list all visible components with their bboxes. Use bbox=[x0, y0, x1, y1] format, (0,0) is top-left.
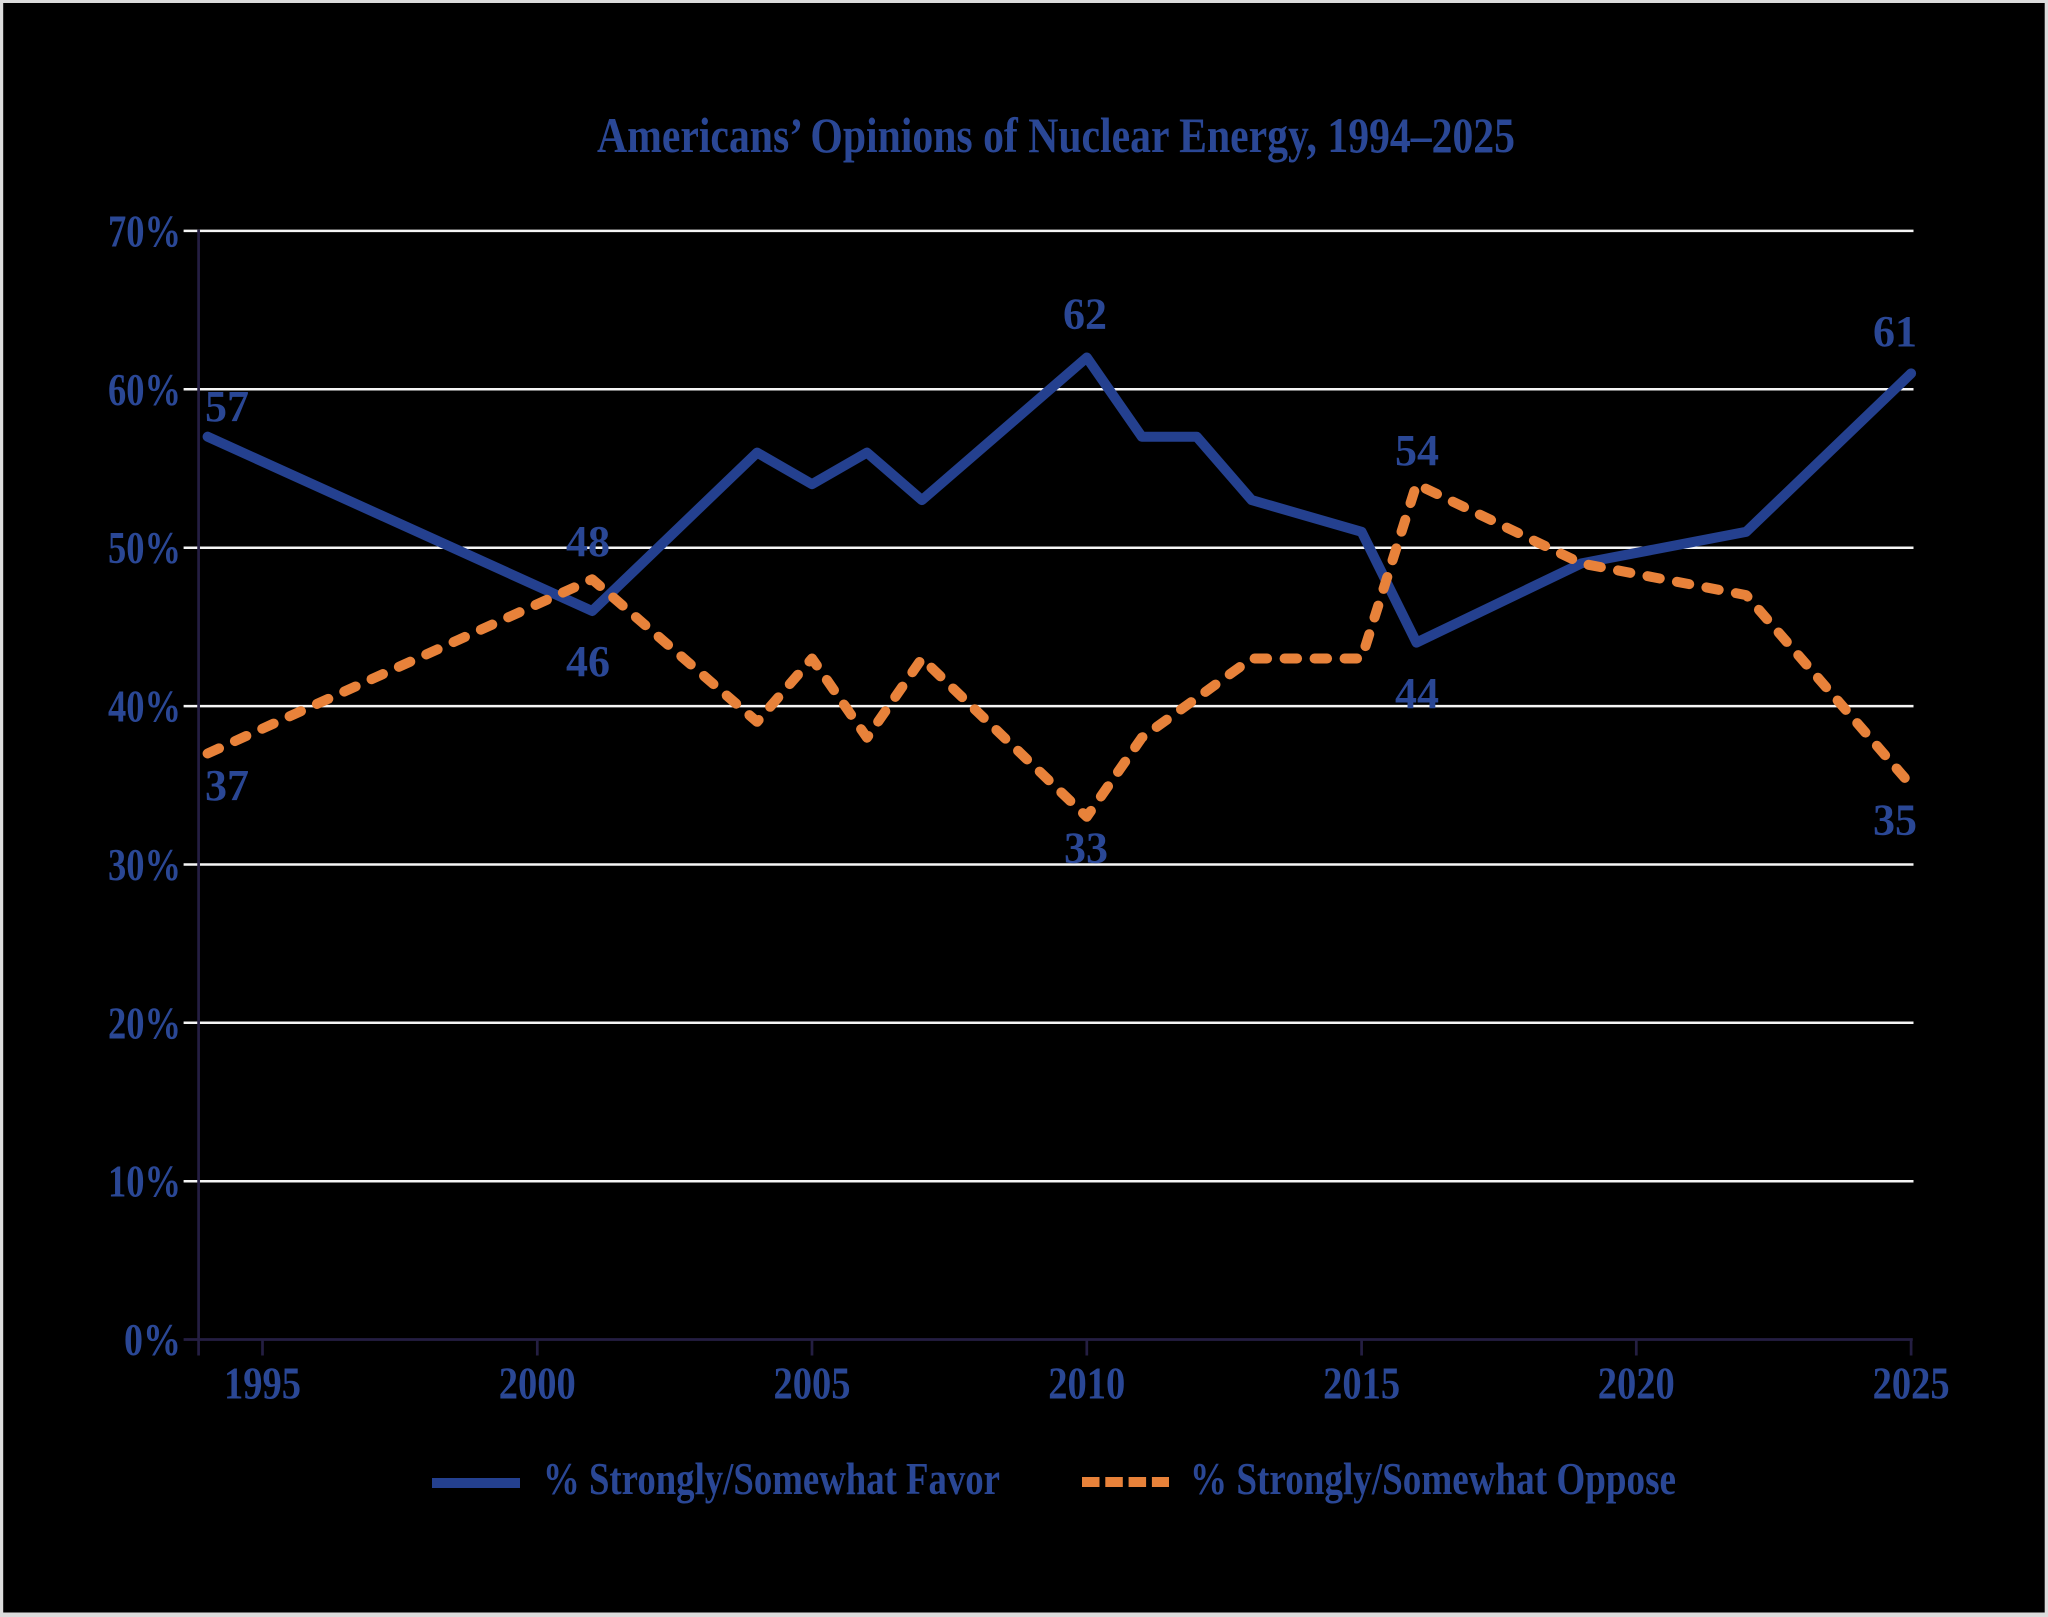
svg-text:50%: 50% bbox=[108, 523, 181, 573]
svg-text:46: 46 bbox=[566, 637, 610, 686]
svg-text:44: 44 bbox=[1395, 669, 1439, 718]
svg-text:61: 61 bbox=[1873, 307, 1917, 356]
svg-text:37: 37 bbox=[205, 761, 249, 810]
svg-text:60%: 60% bbox=[108, 365, 181, 415]
svg-text:33: 33 bbox=[1064, 823, 1108, 872]
svg-text:2005: 2005 bbox=[774, 1359, 851, 1409]
svg-text:54: 54 bbox=[1395, 426, 1439, 475]
svg-text:48: 48 bbox=[566, 517, 610, 566]
svg-text:20%: 20% bbox=[108, 998, 181, 1048]
svg-text:Americans’ Opinions of Nuclear: Americans’ Opinions of Nuclear Energy, 1… bbox=[597, 107, 1515, 163]
svg-text:2010: 2010 bbox=[1048, 1359, 1125, 1409]
svg-text:0%: 0% bbox=[124, 1315, 181, 1365]
svg-text:2015: 2015 bbox=[1323, 1359, 1400, 1409]
svg-text:62: 62 bbox=[1063, 290, 1107, 339]
svg-text:10%: 10% bbox=[108, 1157, 181, 1207]
svg-text:% Strongly/Somewhat Favor: % Strongly/Somewhat Favor bbox=[543, 1453, 1000, 1504]
svg-text:40%: 40% bbox=[108, 682, 181, 732]
svg-text:2000: 2000 bbox=[499, 1359, 576, 1409]
svg-text:35: 35 bbox=[1873, 795, 1917, 844]
svg-text:2025: 2025 bbox=[1873, 1359, 1950, 1409]
svg-text:30%: 30% bbox=[108, 840, 181, 890]
svg-text:1995: 1995 bbox=[224, 1359, 301, 1409]
svg-text:2020: 2020 bbox=[1598, 1359, 1675, 1409]
svg-text:% Strongly/Somewhat Oppose: % Strongly/Somewhat Oppose bbox=[1190, 1453, 1676, 1504]
svg-text:57: 57 bbox=[205, 382, 249, 431]
svg-text:70%: 70% bbox=[108, 206, 181, 256]
